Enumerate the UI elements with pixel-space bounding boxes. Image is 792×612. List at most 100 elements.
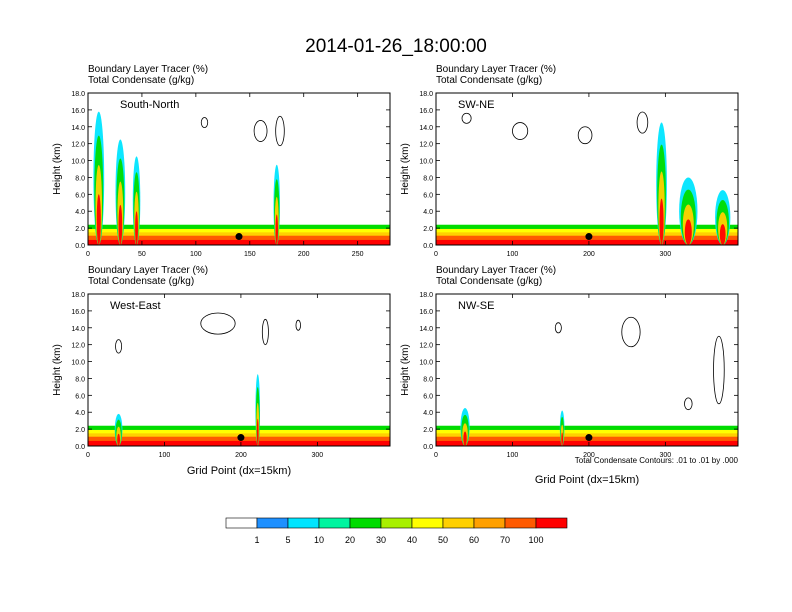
x-tick-label: 0 [86,251,90,258]
condensate-contour [713,335,725,405]
x-tick-label: 100 [507,452,519,459]
station-marker [585,434,593,442]
tracer-plume [463,431,467,446]
condensate-contour [577,126,593,145]
y-tick-label: 10.0 [419,159,433,166]
condensate-contour [115,339,123,354]
y-tick-label: 12.0 [419,343,433,350]
condensate-contour [253,120,268,142]
colorbar-swatch [256,517,289,529]
colorbar-label: 100 [528,535,543,545]
colorbar-swatch [380,517,413,529]
tracer-layer [436,239,738,245]
colorbar-swatch [287,517,320,529]
y-tick-label: 18.0 [419,292,433,299]
colorbar-swatch [225,517,258,529]
y-tick-label: 0.0 [75,243,85,250]
x-tick-label: 100 [159,452,171,459]
y-tick-label: 2.0 [423,226,433,233]
contour-footnote: Total Condensate Contours: .01 to .01 by… [575,456,739,465]
y-tick-label: 2.0 [423,427,433,434]
y-tick-label: 16.0 [71,309,85,316]
panel-south-north: Boundary Layer Tracer (%) Total Condensa… [52,64,391,258]
panel-title: Boundary Layer Tracer (%) [88,64,208,75]
y-tick-label: 6.0 [75,192,85,199]
x-tick-label: 300 [660,251,672,258]
condensate-contour [684,397,693,411]
y-tick-label: 16.0 [419,309,433,316]
colorbar-label: 70 [500,535,510,545]
x-axis-label: Grid Point (dx=15km) [187,465,291,477]
y-axis-label: Height (km) [52,143,63,195]
y-tick-label: 6.0 [423,192,433,199]
y-tick-label: 10.0 [71,159,85,166]
panel-west-east: Boundary Layer Tracer (%) Total Condensa… [52,265,391,477]
x-tick-label: 100 [190,251,202,258]
tracer-plume [256,418,259,446]
panel-subtitle: Total Condensate (g/kg) [88,75,194,86]
y-tick-label: 2.0 [75,226,85,233]
condensate-contour [621,316,641,348]
colorbar-label: 40 [407,535,417,545]
condensate-contour [512,122,529,140]
y-tick-label: 4.0 [75,410,85,417]
colorbar-label: 60 [469,535,479,545]
y-tick-label: 10.0 [419,360,433,367]
colorbar-label: 1 [254,535,259,545]
tracer-plume [719,224,726,245]
tracer-layer [436,440,738,446]
x-tick-label: 0 [434,452,438,459]
x-tick-label: 300 [660,452,672,459]
station-marker [235,233,243,241]
y-tick-label: 6.0 [423,393,433,400]
tracer-plume [117,433,121,446]
y-tick-label: 8.0 [75,376,85,383]
y-tick-label: 18.0 [71,91,85,98]
y-tick-label: 6.0 [75,393,85,400]
colorbar-label: 5 [285,535,290,545]
panel-title: Boundary Layer Tracer (%) [436,265,556,276]
colorbar-label: 30 [376,535,386,545]
colorbar-label: 20 [345,535,355,545]
station-marker [585,233,593,241]
station-marker [237,434,245,442]
x-tick-label: 50 [138,251,146,258]
plot-frame [87,293,391,447]
condensate-contour [461,112,472,124]
condensate-contour [554,322,562,334]
x-tick-label: 300 [312,452,324,459]
colorbar-swatch [411,517,444,529]
plot-frame [87,92,391,246]
tracer-plume [561,432,564,446]
y-tick-label: 2.0 [75,427,85,434]
x-tick-label: 200 [298,251,310,258]
colorbar-swatch [504,517,537,529]
tracer-plume [684,219,692,245]
colorbar-label: 10 [314,535,324,545]
y-tick-label: 16.0 [419,108,433,115]
panel-sw-ne: Boundary Layer Tracer (%) Total Condensa… [400,64,739,258]
y-axis-label: Height (km) [52,344,63,396]
y-tick-label: 18.0 [419,91,433,98]
condensate-contour [275,115,285,147]
tracer-plume [96,194,101,245]
y-tick-label: 14.0 [71,125,85,132]
y-tick-label: 10.0 [71,360,85,367]
panel-title: Boundary Layer Tracer (%) [88,265,208,276]
plot-frame [435,293,739,447]
colorbar-swatch [442,517,475,529]
y-tick-label: 12.0 [71,343,85,350]
panel-label: South-North [120,99,179,111]
x-axis-label: Grid Point (dx=15km) [535,474,639,486]
y-axis-label: Height (km) [400,344,411,396]
x-tick-label: 200 [583,251,595,258]
panel-subtitle: Total Condensate (g/kg) [436,276,542,287]
panel-label: NW-SE [458,300,494,312]
x-tick-label: 200 [583,452,595,459]
figure-title: 2014-01-26_18:00:00 [305,36,487,57]
panel-title: Boundary Layer Tracer (%) [436,64,556,75]
colorbar-swatch [318,517,351,529]
tracer-plume [659,198,664,245]
tracer-plume [118,204,123,245]
